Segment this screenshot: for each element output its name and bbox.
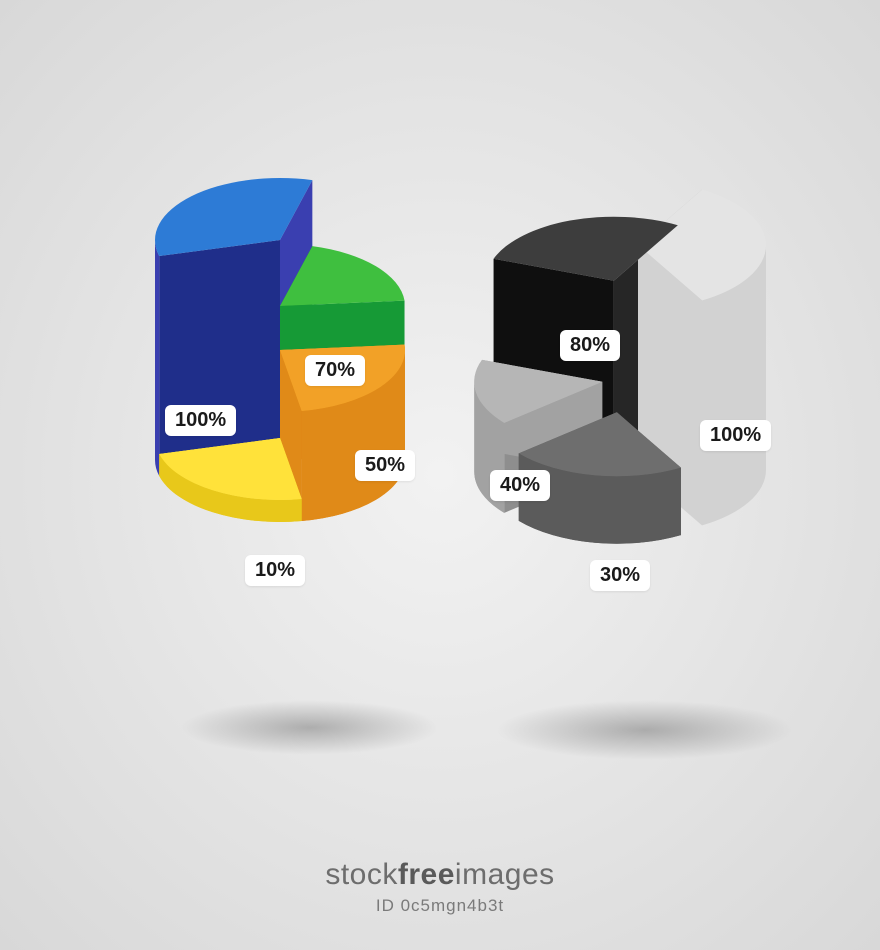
watermark-id: ID 0c5mgn4b3t	[0, 896, 880, 916]
watermark-text-stock: stock	[325, 858, 398, 891]
slice-label: 50%	[355, 450, 415, 481]
slice-label: 100%	[165, 405, 236, 436]
watermark: stockfreeimages ID 0c5mgn4b3t	[0, 858, 880, 916]
stage: 100% 70% 50% 10% 80% 100% 30% 40% stockfreeimag…	[0, 0, 880, 950]
slice-label: 10%	[245, 555, 305, 586]
labels-layer: 100% 70% 50% 10% 80% 100% 30% 40%	[0, 0, 880, 950]
slice-label: 100%	[700, 420, 771, 451]
slice-label: 30%	[590, 560, 650, 591]
slice-label: 70%	[305, 355, 365, 386]
slice-label: 80%	[560, 330, 620, 361]
watermark-text-images: images	[455, 858, 555, 891]
watermark-brand: stockfreeimages	[0, 858, 880, 892]
slice-label: 40%	[490, 470, 550, 501]
watermark-text-free: free	[398, 858, 455, 891]
